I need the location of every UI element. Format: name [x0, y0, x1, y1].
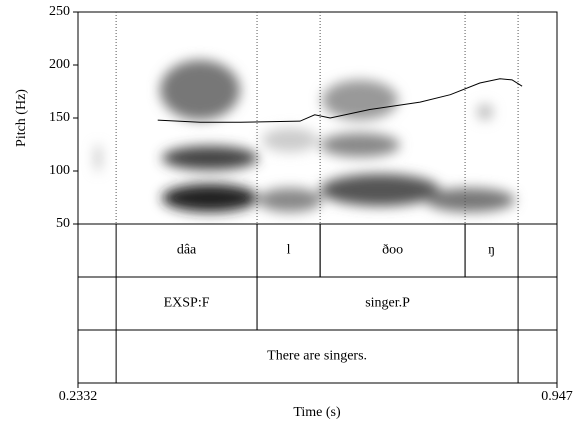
y-tick-label: 50 — [56, 216, 70, 231]
pitch-line — [157, 78, 523, 123]
x-tick-label: 0.2332 — [59, 389, 98, 404]
interval-label: l — [287, 243, 291, 258]
y-tick-label: 150 — [49, 110, 70, 125]
x-tick-label: 0.947 — [541, 389, 573, 404]
frame — [77, 11, 558, 384]
interval-label: ðoo — [382, 243, 403, 258]
interval-label: There are singers. — [267, 349, 367, 364]
interval-label: singer.P — [365, 296, 410, 311]
x-axis-label: Time (s) — [293, 405, 341, 420]
interval-label: ŋ — [488, 243, 495, 258]
spectrogram — [95, 60, 515, 212]
y-tick-label: 250 — [49, 4, 70, 19]
y-tick-label: 100 — [49, 163, 70, 178]
y-tick-label: 200 — [49, 57, 70, 72]
interval-label: EXSP:F — [164, 296, 210, 311]
y-axis-label: Pitch (Hz) — [14, 89, 29, 147]
interval-label: dâa — [177, 243, 197, 258]
